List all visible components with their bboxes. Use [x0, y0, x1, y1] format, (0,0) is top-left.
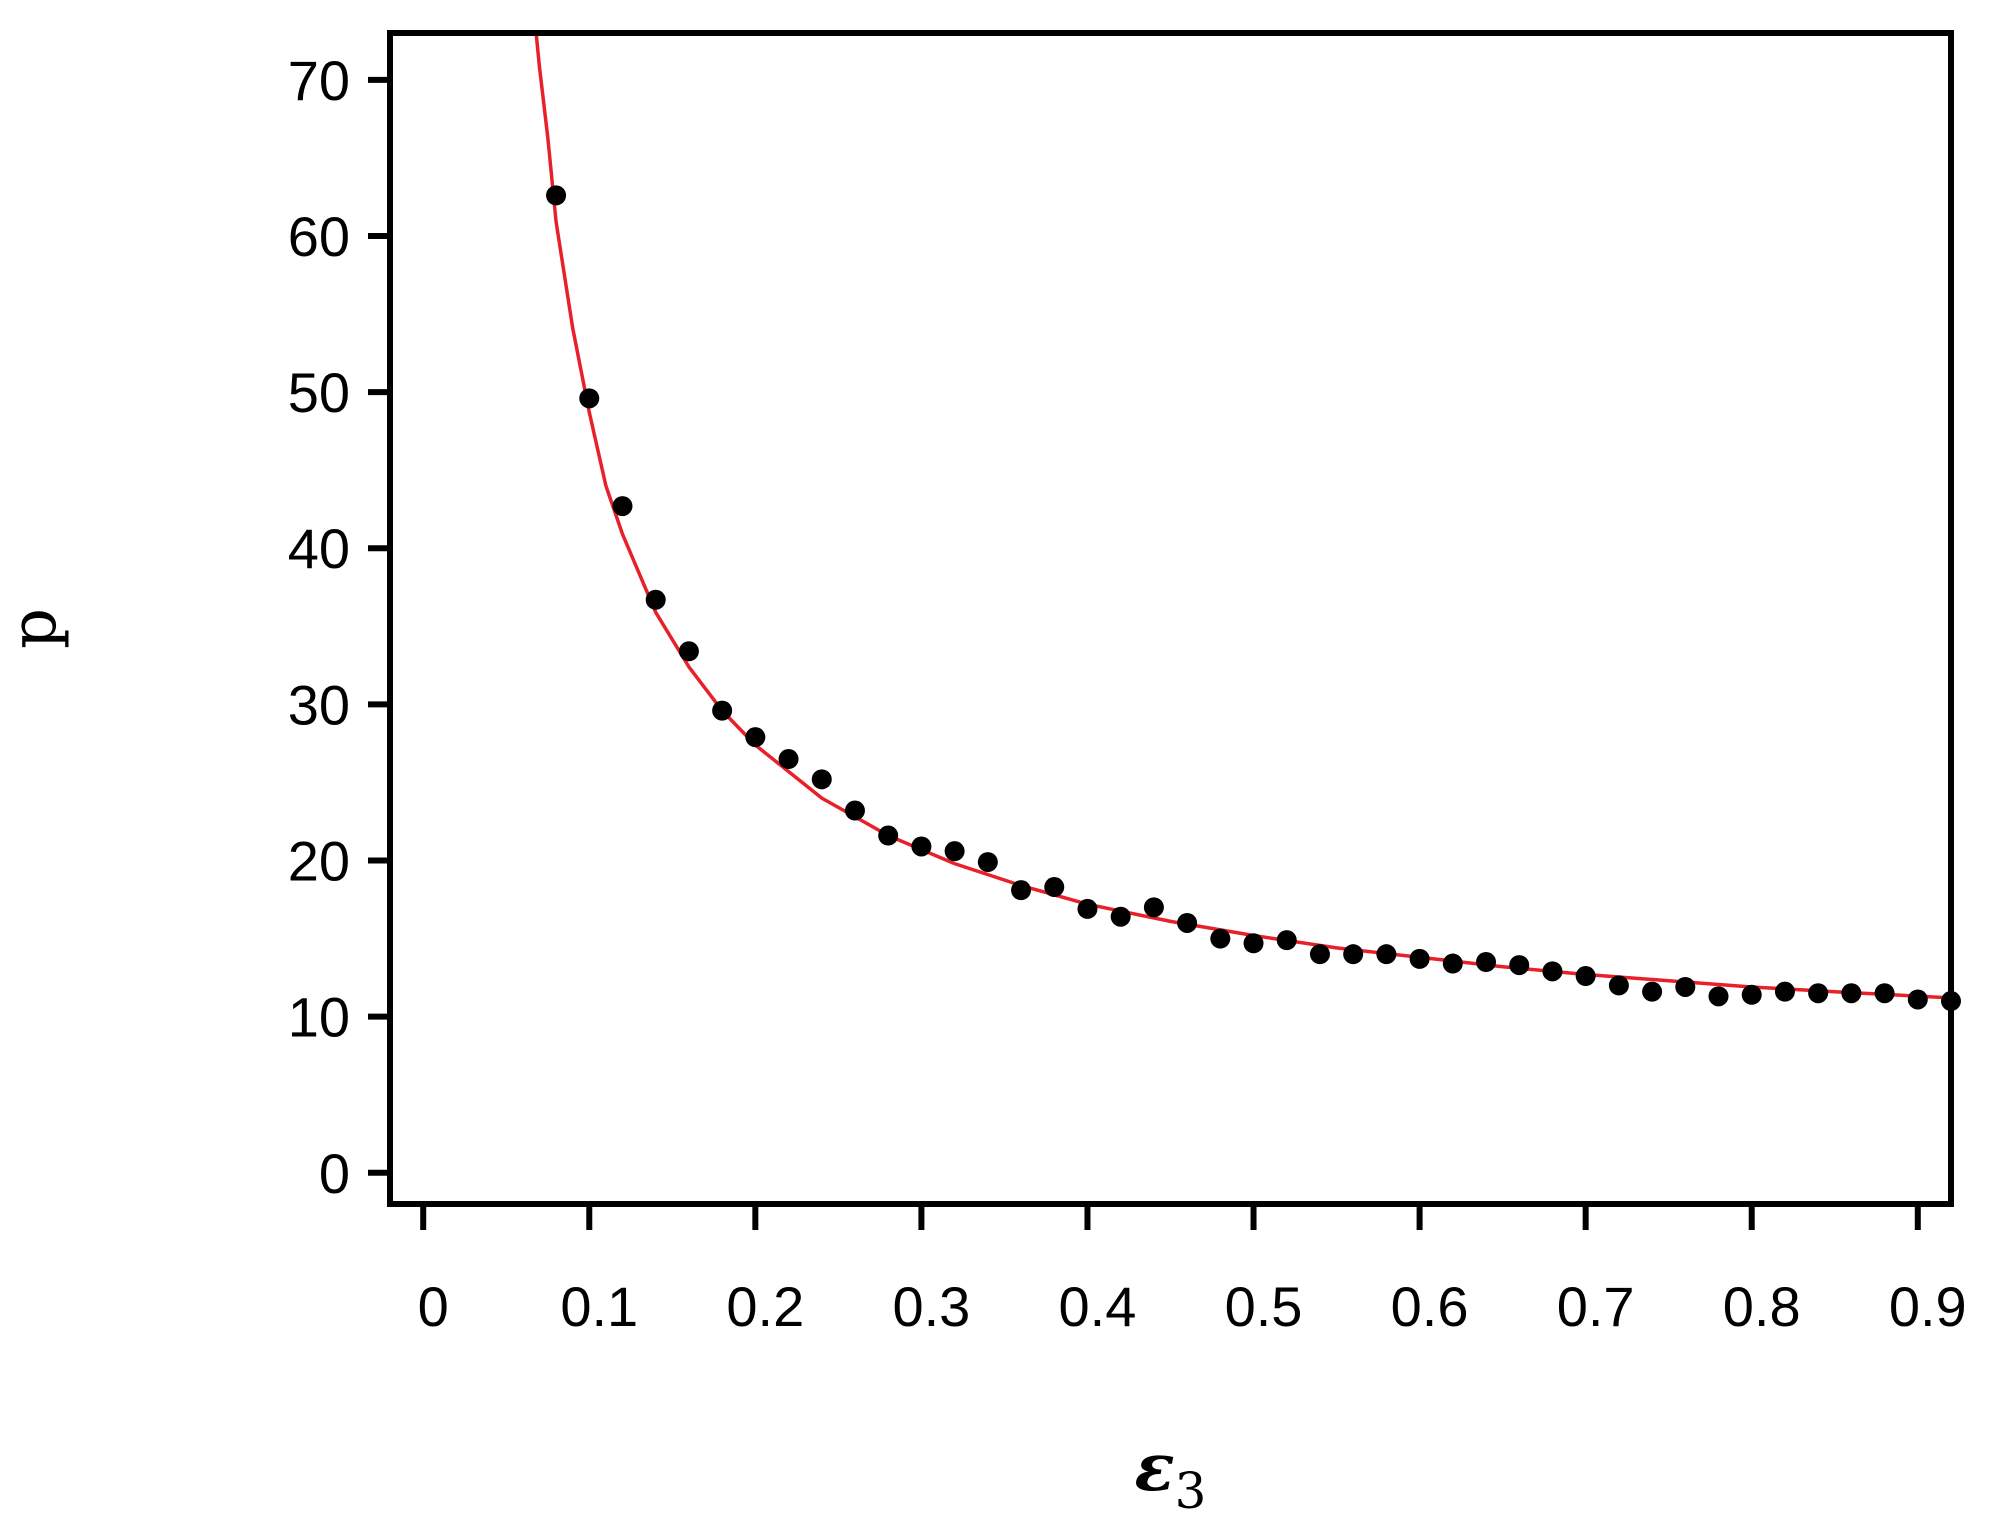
data-point	[1210, 928, 1231, 949]
x-tick-label: 0.7	[1557, 1275, 1635, 1338]
data-point	[1774, 981, 1795, 1002]
data-point	[1907, 989, 1928, 1010]
data-point	[1143, 897, 1164, 918]
x-tick-label: 0.5	[1225, 1275, 1303, 1338]
data-point	[712, 700, 733, 721]
fit-curve	[534, 33, 1951, 1000]
x-axis-title: ε3	[1135, 1428, 1207, 1520]
data-point	[1243, 933, 1264, 954]
y-tick-label: 30	[288, 673, 350, 736]
data-point	[1376, 944, 1397, 965]
x-tick-label: 0.3	[892, 1275, 970, 1338]
data-point	[1276, 930, 1297, 951]
plot-frame	[387, 30, 1954, 1207]
data-point	[1177, 912, 1198, 933]
x-tick-label: 0.4	[1059, 1275, 1137, 1338]
x-axis-title-symbol: ε	[1135, 1428, 1175, 1506]
x-tick-label: 0.1	[560, 1275, 638, 1338]
data-point	[1509, 955, 1530, 976]
y-axis-title: p	[0, 608, 71, 649]
data-point	[1741, 984, 1762, 1005]
data-point	[645, 589, 666, 610]
data-point	[778, 749, 799, 770]
y-tick-label: 10	[288, 986, 350, 1049]
data-point	[1874, 983, 1895, 1004]
data-point	[1442, 953, 1463, 974]
x-tick-label: 0.8	[1723, 1275, 1801, 1338]
data-point	[1011, 880, 1032, 901]
data-point	[1044, 877, 1065, 898]
y-tick-label: 20	[288, 830, 350, 893]
data-point	[1608, 975, 1629, 996]
y-tick-label: 40	[288, 517, 350, 580]
data-point	[911, 836, 932, 857]
data-point	[612, 496, 633, 517]
data-point	[745, 727, 766, 748]
data-point	[977, 852, 998, 873]
x-axis-title-subscript: 3	[1175, 1462, 1207, 1520]
data-point	[1343, 944, 1364, 965]
data-point	[1642, 981, 1663, 1002]
data-point	[579, 388, 600, 409]
data-point	[546, 185, 567, 206]
x-tick-label: 0.2	[726, 1275, 804, 1338]
x-tick-label: 0	[418, 1275, 449, 1338]
data-point	[878, 825, 899, 846]
data-point	[811, 769, 832, 790]
data-point	[1077, 898, 1098, 919]
data-point	[678, 641, 699, 662]
x-tick-label: 0.9	[1889, 1275, 1967, 1338]
data-point	[1808, 983, 1829, 1004]
y-tick-label: 50	[288, 361, 350, 424]
data-point	[1110, 906, 1131, 927]
data-point	[1409, 948, 1430, 969]
y-tick-label: 70	[288, 49, 350, 112]
data-point	[1841, 983, 1862, 1004]
data-point	[844, 800, 865, 821]
data-point	[1675, 976, 1696, 997]
y-tick-label: 0	[319, 1142, 350, 1205]
y-axis-ticks: 0 10 20 30 40 50 60 70	[288, 49, 390, 1205]
data-point	[1309, 944, 1330, 965]
data-point	[944, 841, 965, 862]
data-point	[1708, 986, 1729, 1007]
data-point	[1542, 961, 1563, 982]
x-tick-label: 0.6	[1391, 1275, 1469, 1338]
plot-area	[534, 33, 1961, 1012]
data-point	[1476, 951, 1497, 972]
x-axis-ticks: 0 0.1 0.2 0.3 0.4 0.5 0.6 0.7 0.8 0.9	[418, 1204, 1967, 1338]
data-point	[1575, 966, 1596, 987]
y-tick-label: 60	[288, 205, 350, 268]
